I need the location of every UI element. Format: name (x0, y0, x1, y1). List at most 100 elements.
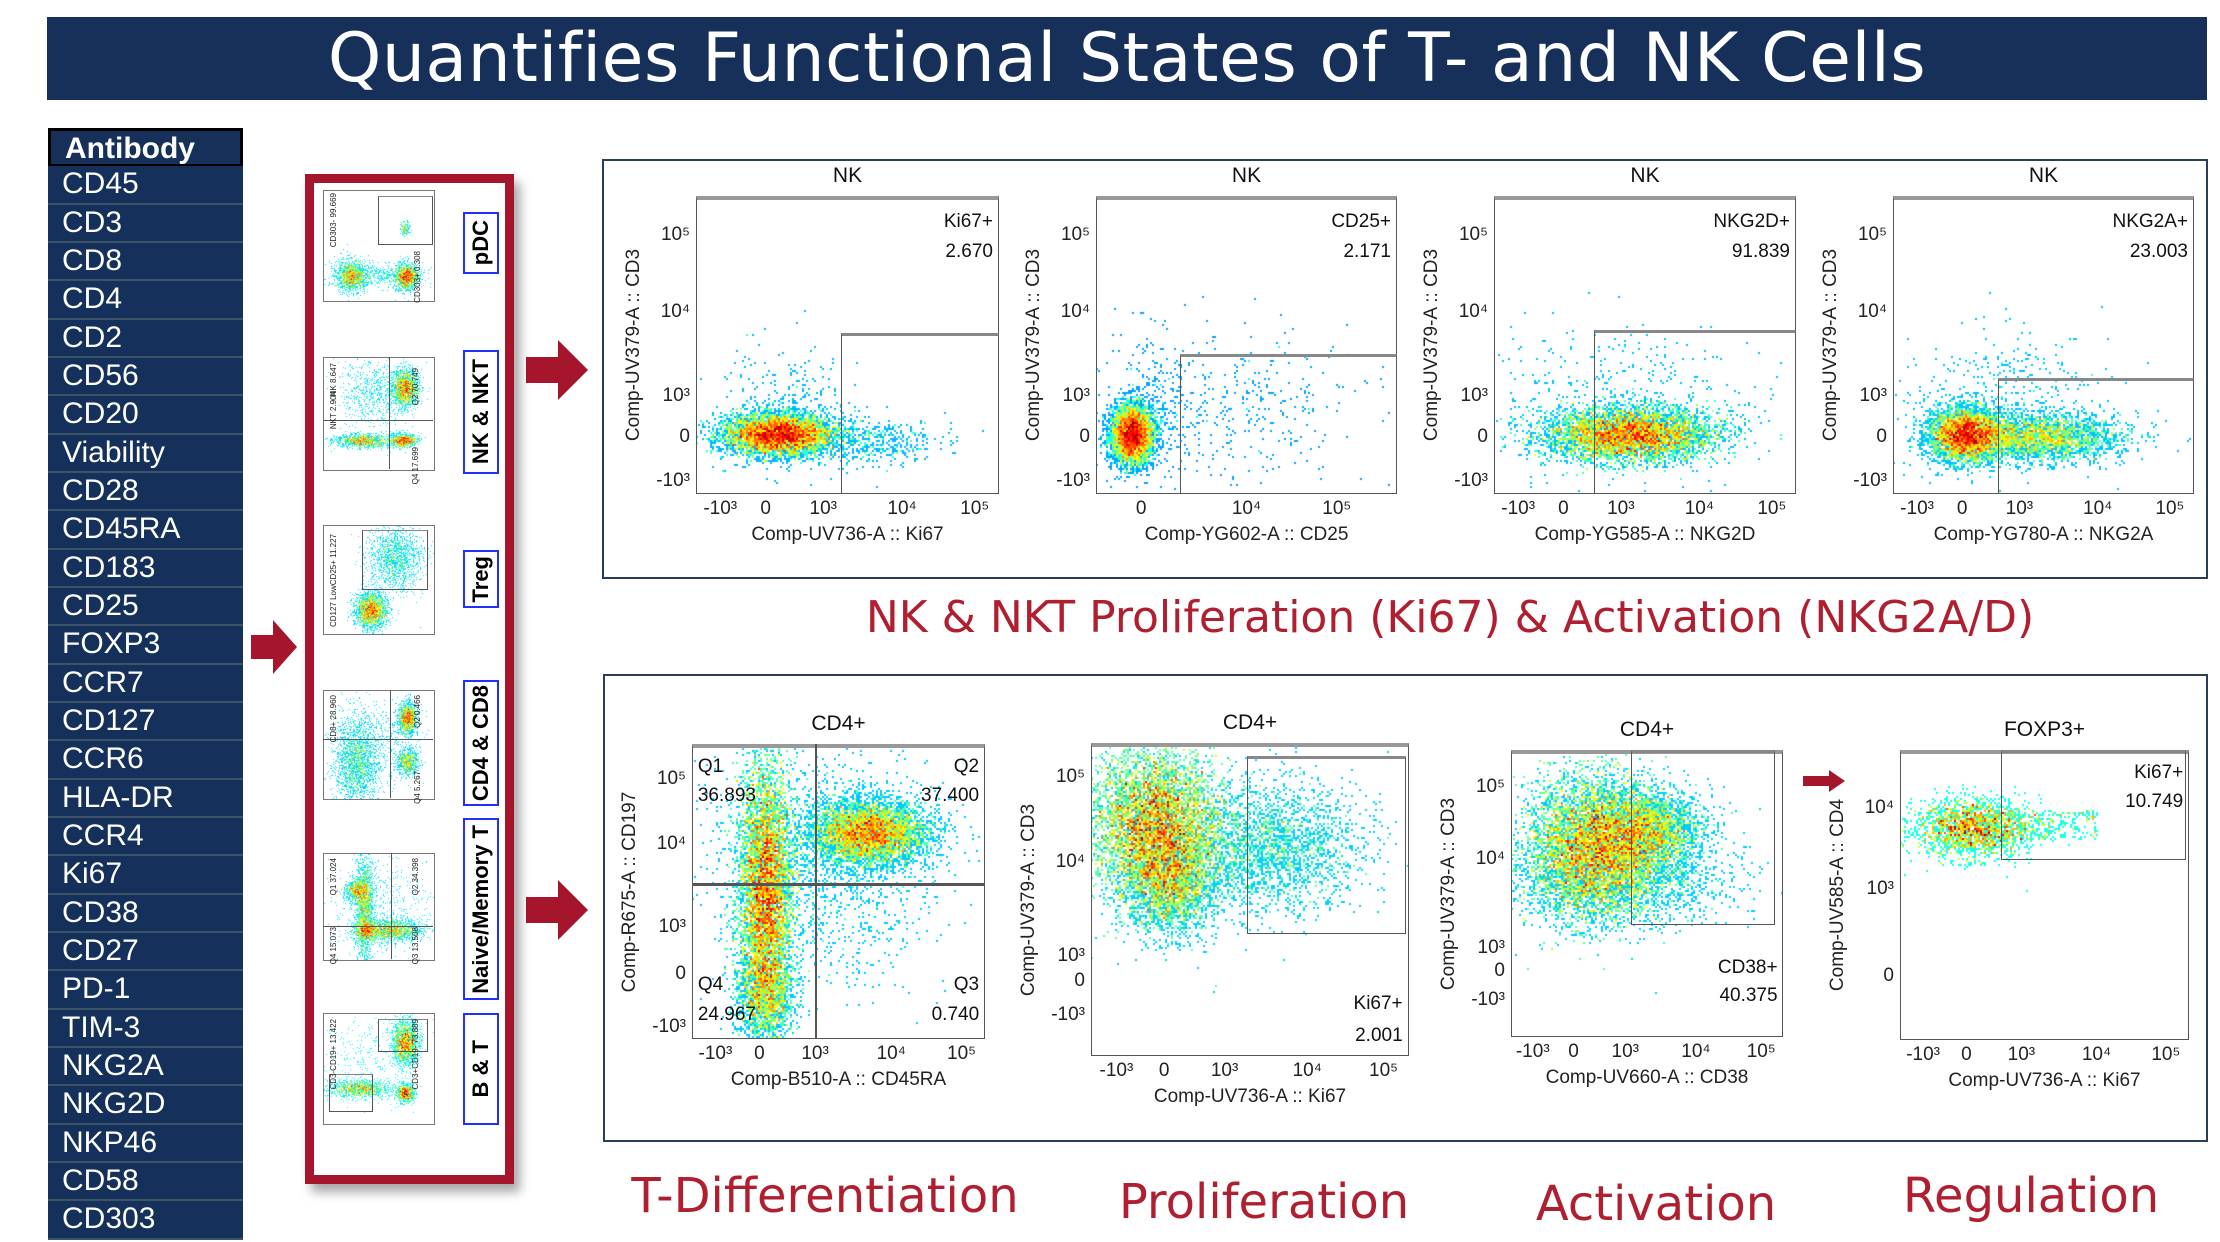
gating-label-text: Naive/Memory T (468, 824, 493, 994)
y-tick-label: 10⁵ (1857, 223, 1887, 245)
y-tick-label: -10³ (1853, 469, 1887, 491)
slide-title: Quantifies Functional States of T- and N… (47, 17, 2207, 100)
density-plot-canvas (323, 190, 435, 302)
antibody-row: PD-1 (48, 971, 243, 1010)
antibody-row: CD45 (48, 166, 243, 205)
density-plot-canvas (696, 196, 999, 494)
y-axis-label: Comp-R675-A :: CD197 (619, 791, 640, 992)
x-tick-label: 10⁴ (887, 498, 917, 519)
gate-percentage: 40.375 (1719, 985, 1778, 1007)
y-tick-label: -10³ (656, 469, 690, 491)
density-plot-canvas (323, 357, 435, 471)
x-tick-label: 10³ (1210, 1060, 1239, 1081)
caption-regulation: Regulation (1902, 1168, 2160, 1224)
density-plot-canvas (1096, 196, 1397, 494)
x-tick-label: 10⁴ (2081, 1044, 2112, 1065)
gate-percentage: 10.749 (2125, 790, 2184, 812)
antibody-table-header: Antibody (48, 128, 243, 167)
y-tick-label: 10⁵ (660, 223, 690, 245)
gate-box (361, 530, 428, 590)
x-tick-label: -10³ (1906, 1044, 1941, 1065)
arrow-right-icon (251, 620, 297, 674)
gate-box (841, 333, 999, 494)
quadrant-line-h (323, 926, 433, 928)
gate-percentage: 36.893 (697, 785, 756, 807)
x-tick-label: 0 (1558, 498, 1569, 519)
gate-name: Ki67+ (2134, 761, 2184, 783)
gate-value: CD8+ 28.960 (328, 695, 338, 743)
gate-value: Q4 5.267 (413, 771, 423, 804)
y-tick-label: 10³ (662, 384, 690, 406)
caption-proliferation: Proliferation (1118, 1174, 1410, 1230)
y-tick-label: 10³ (1057, 944, 1085, 966)
gating-label-text: CD4 & CD8 (468, 684, 493, 802)
x-tick-label: 10⁵ (1322, 498, 1352, 519)
gate-value: Q4 17.699 (411, 446, 420, 484)
flow-cytometry-plot: CD4+ Comp-UV660-A :: CD38 Comp-UV379-A :: … (1438, 718, 1783, 1088)
quadrant-line-h (323, 419, 433, 421)
gating-thumbnail-plot: Q1 37.024 Q2 34.398 Q3 13.508 Q4 15.073 (323, 853, 435, 965)
antibody-row: CCR6 (48, 741, 243, 780)
y-tick-label: 10⁴ (1060, 301, 1090, 323)
x-tick-label: 10⁵ (1746, 1041, 1776, 1062)
caption-t-differentiation: T-Differentiation (631, 1168, 1019, 1224)
gating-label-cd4-cd8: CD4 & CD8 (463, 680, 499, 806)
y-tick-label: 0 (1079, 426, 1090, 448)
gate-percentage: 91.839 (1731, 240, 1790, 262)
gating-label-text: pDC (468, 220, 493, 266)
y-tick-label: 10⁴ (1857, 301, 1887, 323)
antibody-row: CD56 (48, 358, 243, 397)
density-plot-canvas (323, 690, 435, 800)
y-tick-label: 0 (679, 426, 690, 448)
x-tick-label: 10⁵ (2151, 1044, 2181, 1065)
y-axis-label: Comp-UV379-A :: CD3 (1438, 797, 1459, 990)
y-tick-label: -10³ (652, 1016, 686, 1038)
density-plot-canvas (1511, 750, 1783, 1037)
x-tick-label: 0 (1158, 1060, 1170, 1081)
gate-box (2001, 750, 2187, 861)
quadrant-line-v (389, 357, 390, 469)
gate-box (1180, 353, 1397, 494)
caption-activation: Activation (1535, 1176, 1777, 1232)
density-plot-canvas (692, 744, 985, 1039)
y-tick-label: 10⁵ (1475, 776, 1505, 798)
y-axis-label: Comp-UV379-A :: CD3 (1820, 248, 1841, 442)
x-axis-label: Comp-UV736-A :: Ki67 (1153, 1086, 1347, 1107)
gate-value: NKT 2.904 (328, 390, 338, 429)
gate-name: NKG2D+ (1713, 210, 1790, 232)
y-tick-label: 10⁴ (1055, 850, 1085, 872)
y-tick-label: 10⁴ (656, 833, 686, 855)
gate-box (378, 1018, 428, 1052)
flow-cytometry-plot: NK Comp-YG780-A :: NKG2A Comp-UV379-A :: C… (1820, 164, 2194, 545)
x-tick-label: 10³ (1607, 498, 1635, 519)
flow-cytometry-plot: CD4+ Comp-B510-A :: CD45RA Comp-R675-A :: … (619, 712, 985, 1090)
plot-title: CD4+ (1222, 711, 1278, 734)
x-tick-label: 0 (1961, 1044, 1972, 1065)
plot-title: CD4+ (811, 712, 866, 735)
antibody-row: NKG2A (48, 1048, 243, 1087)
y-tick-label: 0 (675, 963, 686, 985)
density-plot-canvas (1893, 196, 2194, 494)
gating-label-nk-nkt: NK & NKT (463, 350, 499, 474)
y-axis-label: Comp-UV379-A :: CD3 (1018, 803, 1039, 996)
gating-label-treg: Treg (463, 550, 499, 608)
gate-name: Q2 (953, 755, 980, 777)
x-tick-label: 0 (1956, 498, 1968, 519)
quadrant-line-v (390, 690, 392, 798)
x-tick-label: 10³ (2005, 498, 2034, 519)
density-plot-canvas (1091, 743, 1409, 1056)
gating-thumbnail-plot: CD303- 99.669 CD303+ 0.308 (323, 190, 435, 302)
gating-label-pdc: pDC (463, 212, 499, 274)
x-tick-label: 10⁴ (1231, 498, 1262, 519)
gate-box (1630, 750, 1775, 926)
gate-percentage: 2.670 (945, 240, 993, 262)
arrow-right-icon (1803, 770, 1845, 792)
x-tick-label: -10³ (1900, 498, 1934, 519)
y-tick-label: 10⁵ (1060, 223, 1090, 245)
flow-cytometry-plot: NK Comp-UV736-A :: Ki67 Comp-UV379-A :: CD… (623, 164, 999, 545)
y-tick-label: 10⁵ (656, 768, 686, 790)
y-tick-label: 10⁵ (1055, 766, 1085, 788)
quadrant-line-h (692, 882, 985, 886)
x-axis-label: Comp-UV736-A :: Ki67 (751, 524, 944, 545)
gate-name: Q1 (697, 755, 724, 777)
